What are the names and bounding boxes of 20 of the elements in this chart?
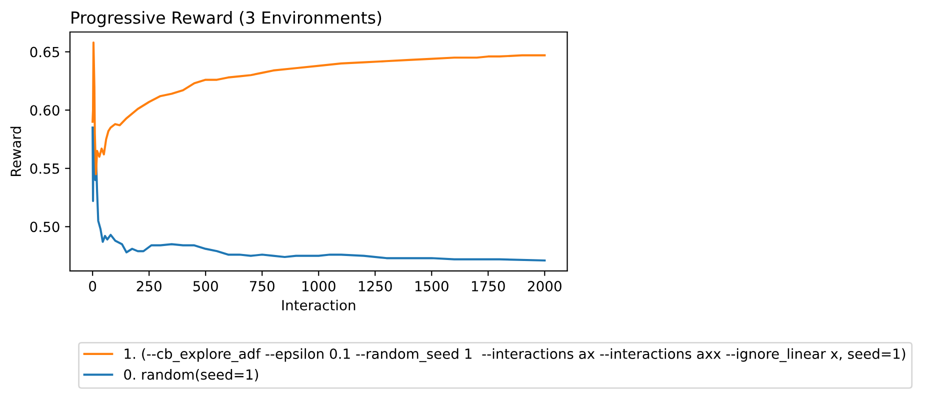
x-axis-title: Interaction bbox=[282, 300, 356, 310]
x-tick-label: 1750 bbox=[472, 280, 505, 292]
chart-title: Progressive Reward (3 Environments) bbox=[72, 11, 382, 28]
legend-label: 0. random(seed=1) bbox=[124, 369, 258, 382]
y-tick-label: 0.60 bbox=[30, 105, 60, 116]
x-tick-label: 1500 bbox=[415, 280, 448, 292]
y-tick-label: 0.55 bbox=[30, 163, 60, 174]
y-axis-title: Reward bbox=[10, 126, 22, 176]
x-tick-label: 1000 bbox=[302, 280, 336, 292]
x-tick-label: 750 bbox=[250, 280, 274, 292]
x-tick-label: 1250 bbox=[358, 280, 392, 292]
y-tick-label: 0.65 bbox=[30, 46, 60, 58]
line-series bbox=[92, 126, 546, 262]
x-tick-label: 250 bbox=[136, 280, 162, 292]
x-tick-label: 2000 bbox=[528, 280, 562, 292]
x-tick-label: 0 bbox=[89, 280, 96, 292]
y-tick-label: 0.50 bbox=[30, 222, 60, 232]
x-tick-label: 500 bbox=[193, 280, 218, 292]
line-series bbox=[92, 41, 546, 176]
legend-label: 1. (--cb_explore_adf --epsilon 0.1 --random_seed 1 --interactions ax --interactions axx --ignore_linear x, seed=1) bbox=[124, 348, 906, 362]
